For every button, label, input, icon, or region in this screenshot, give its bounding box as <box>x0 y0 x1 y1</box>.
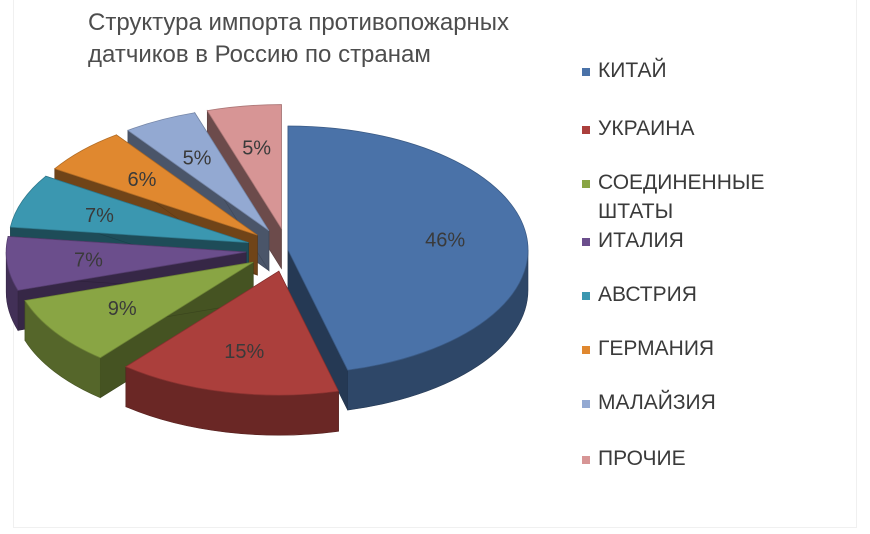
legend-label-1: УКРАИНА <box>598 117 695 140</box>
pie-slice-0 <box>287 125 529 411</box>
legend-swatch-0 <box>582 68 590 76</box>
legend-label-4: АВСТРИЯ <box>598 283 697 306</box>
data-label-7: 5% <box>242 138 271 160</box>
legend-label-6: МАЛАЙЗИЯ <box>598 391 716 414</box>
pie-slice-3-top <box>5 236 247 291</box>
legend-swatch-5 <box>582 346 590 354</box>
data-label-6: 5% <box>183 148 212 170</box>
legend-label-5: ГЕРМАНИЯ <box>598 337 715 360</box>
chart-title-line-1: Структура импорта противопожарных <box>88 9 510 36</box>
data-label-0: 46% <box>425 230 465 252</box>
legend-swatch-7 <box>582 456 590 464</box>
chart-title-line-2: датчиков в Россию по странам <box>88 41 431 68</box>
pie-slice-6-top <box>127 112 270 231</box>
legend-swatch-3 <box>582 238 590 246</box>
pie-slice-5-top <box>53 134 258 236</box>
data-label-3: 7% <box>74 250 103 272</box>
chart-title: Структура импорта противопожарных датчик… <box>88 7 588 71</box>
pie-slice-4-top <box>9 175 249 244</box>
data-label-2: 9% <box>108 298 137 320</box>
legend-swatch-1 <box>582 126 590 134</box>
legend-swatch-6 <box>582 400 590 408</box>
legend-label-0: КИТАЙ <box>598 59 667 82</box>
pie-slice-1 <box>124 270 340 436</box>
legend-swatch-2 <box>582 180 590 188</box>
data-label-5: 6% <box>127 169 156 191</box>
legend-label-3: ИТАЛИЯ <box>598 229 684 252</box>
pie-slice-0-top <box>287 125 529 371</box>
legend-label-2: СОЕДИНЕННЫЕ ШТАТЫ <box>598 171 765 223</box>
data-label-1: 15% <box>224 341 264 363</box>
pie-slice-7-top <box>206 104 282 230</box>
legend-label-7: ПРОЧИЕ <box>598 447 686 470</box>
legend-swatch-4 <box>582 292 590 300</box>
data-label-4: 7% <box>85 205 114 227</box>
pie-slice-2-top <box>24 261 254 359</box>
pie-slice-1-top <box>124 270 340 396</box>
